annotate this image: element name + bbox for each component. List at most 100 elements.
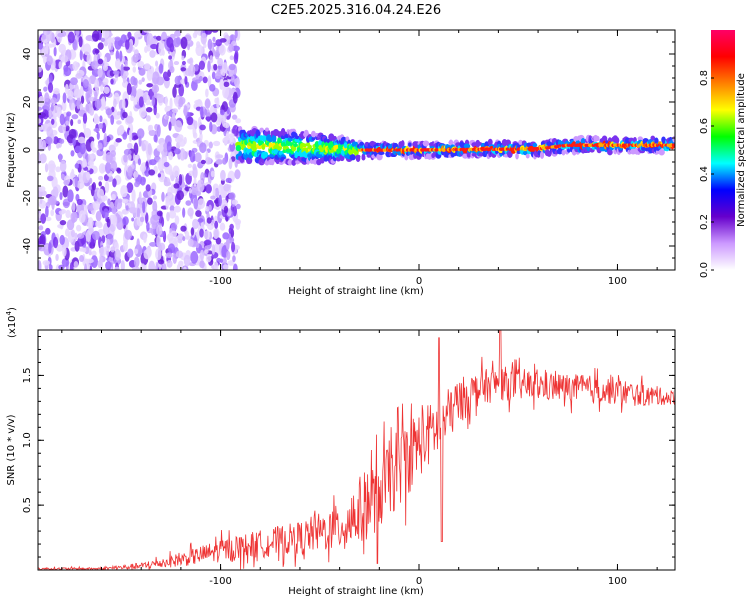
spectrogram-cell — [123, 153, 128, 163]
spectrogram-cell — [122, 208, 127, 215]
spectrogram-cell — [376, 153, 383, 161]
spectrogram-cell — [97, 142, 103, 150]
spectrogram-cell — [97, 42, 104, 50]
spectrogram-cell — [672, 143, 675, 147]
spectrogram-cell — [130, 85, 137, 99]
spectrogram-cell — [110, 246, 116, 253]
spectrogram-cell — [255, 129, 261, 138]
spectrogram-cell — [115, 138, 122, 143]
spectrogram-cell — [121, 198, 129, 204]
spectrogram-cell — [192, 218, 199, 230]
spectrogram-cell — [166, 259, 173, 268]
spectrogram-cell — [62, 185, 69, 198]
spectrogram-cell — [90, 140, 95, 150]
spectrogram-cell — [220, 169, 226, 181]
spectrogram-cell — [199, 132, 203, 142]
spectrogram-cell — [157, 158, 165, 172]
spectrogram-cell — [672, 135, 675, 143]
spectrogram-cell — [141, 111, 148, 116]
spectrogram-cell — [122, 111, 128, 119]
spectrogram-cell — [143, 249, 152, 260]
spectrogram-cell — [134, 248, 139, 255]
spectrogram-cell — [73, 261, 79, 268]
spectrogram-cell — [284, 134, 290, 139]
spectrogram-cell — [156, 234, 161, 248]
spectrogram-cell — [301, 143, 308, 148]
spectrogram-cell — [561, 149, 566, 156]
spectrogram-cell — [147, 197, 153, 205]
spectrogram-cell — [539, 151, 545, 159]
spectrogram-cell — [52, 186, 59, 199]
spectrogram-cell — [48, 109, 52, 118]
spectrogram-cell — [200, 106, 204, 119]
spectrogram-cell — [222, 157, 227, 165]
spectrogram-cell — [70, 118, 74, 127]
spectrogram-cell — [50, 209, 55, 217]
spectrogram-cell — [199, 249, 205, 261]
spectrogram-cell — [215, 154, 224, 159]
spectrogram-cell — [184, 75, 188, 85]
spectrogram-cell — [238, 150, 243, 157]
spectrogram-cell — [50, 103, 54, 112]
spectrogram-cell — [378, 151, 385, 156]
spectrogram-cell — [153, 85, 157, 98]
spectrogram-cell — [195, 242, 200, 249]
spectrogram-cell — [143, 93, 147, 104]
spectrogram-cell — [99, 115, 103, 123]
spectrogram-cell — [518, 139, 523, 145]
spectrogram-cell — [158, 63, 164, 74]
spectrogram-xtick-label: 100 — [608, 276, 627, 287]
spectrogram-cell — [265, 127, 269, 132]
spectrogram-cell — [148, 169, 156, 176]
spectrogram-cell — [231, 45, 240, 52]
spectrogram-cell — [192, 132, 198, 139]
spectrogram-cell — [116, 168, 122, 174]
spectrogram-cell — [216, 257, 222, 263]
spectrogram-cell — [150, 43, 158, 50]
spectrogram-cell — [214, 220, 219, 229]
spectrogram-heatmap — [38, 30, 675, 270]
spectrogram-cell — [658, 149, 665, 156]
spectrogram-cell — [119, 50, 123, 62]
spectrogram-cell — [82, 112, 88, 124]
spectrogram-cell — [57, 224, 64, 229]
spectrogram-cell — [532, 142, 538, 148]
spectrogram-cell — [214, 97, 219, 104]
spectrogram-cell — [127, 142, 133, 150]
spectrogram-cell — [38, 95, 45, 107]
spectrogram-cell — [183, 254, 191, 267]
spectrogram-cell — [74, 174, 78, 188]
spectrogram-cell — [38, 260, 42, 270]
spectrogram-cell — [448, 139, 454, 146]
spectrogram-cell — [67, 189, 74, 203]
spectrogram-cell — [153, 134, 158, 143]
spectrogram-cell — [167, 186, 173, 199]
spectrogram-ytick-label: -20 — [22, 190, 33, 206]
spectrogram-cell — [171, 108, 178, 114]
spectrogram-cell — [278, 161, 284, 165]
spectrogram-cell — [173, 183, 180, 189]
spectrogram-cell — [127, 153, 132, 161]
spectrogram-cell — [71, 114, 79, 120]
spectrogram-cell — [181, 55, 185, 61]
spectrogram-cell — [133, 135, 139, 140]
spectrogram-cell — [287, 159, 293, 166]
spectrogram-cell — [148, 159, 157, 166]
spectrogram-cell — [213, 140, 221, 147]
spectrogram-cell — [199, 124, 206, 131]
spectrogram-cell — [85, 230, 92, 242]
spectrogram-cell — [208, 204, 212, 211]
spectrogram-cell — [186, 42, 191, 51]
spectrogram-cell — [38, 225, 44, 231]
spectrogram-cell — [153, 103, 157, 116]
spectrogram-cell — [60, 173, 65, 180]
spectrogram-cell — [95, 221, 99, 227]
spectrogram-cell — [48, 74, 53, 85]
spectrogram-cell — [155, 112, 160, 119]
spectrogram-cell — [156, 35, 162, 41]
spectrogram-cell — [204, 30, 213, 35]
spectrogram-cell — [507, 150, 513, 158]
spectrogram-cell — [173, 205, 181, 213]
spectrogram-cell — [114, 36, 121, 42]
spectrogram-cell — [211, 244, 216, 255]
